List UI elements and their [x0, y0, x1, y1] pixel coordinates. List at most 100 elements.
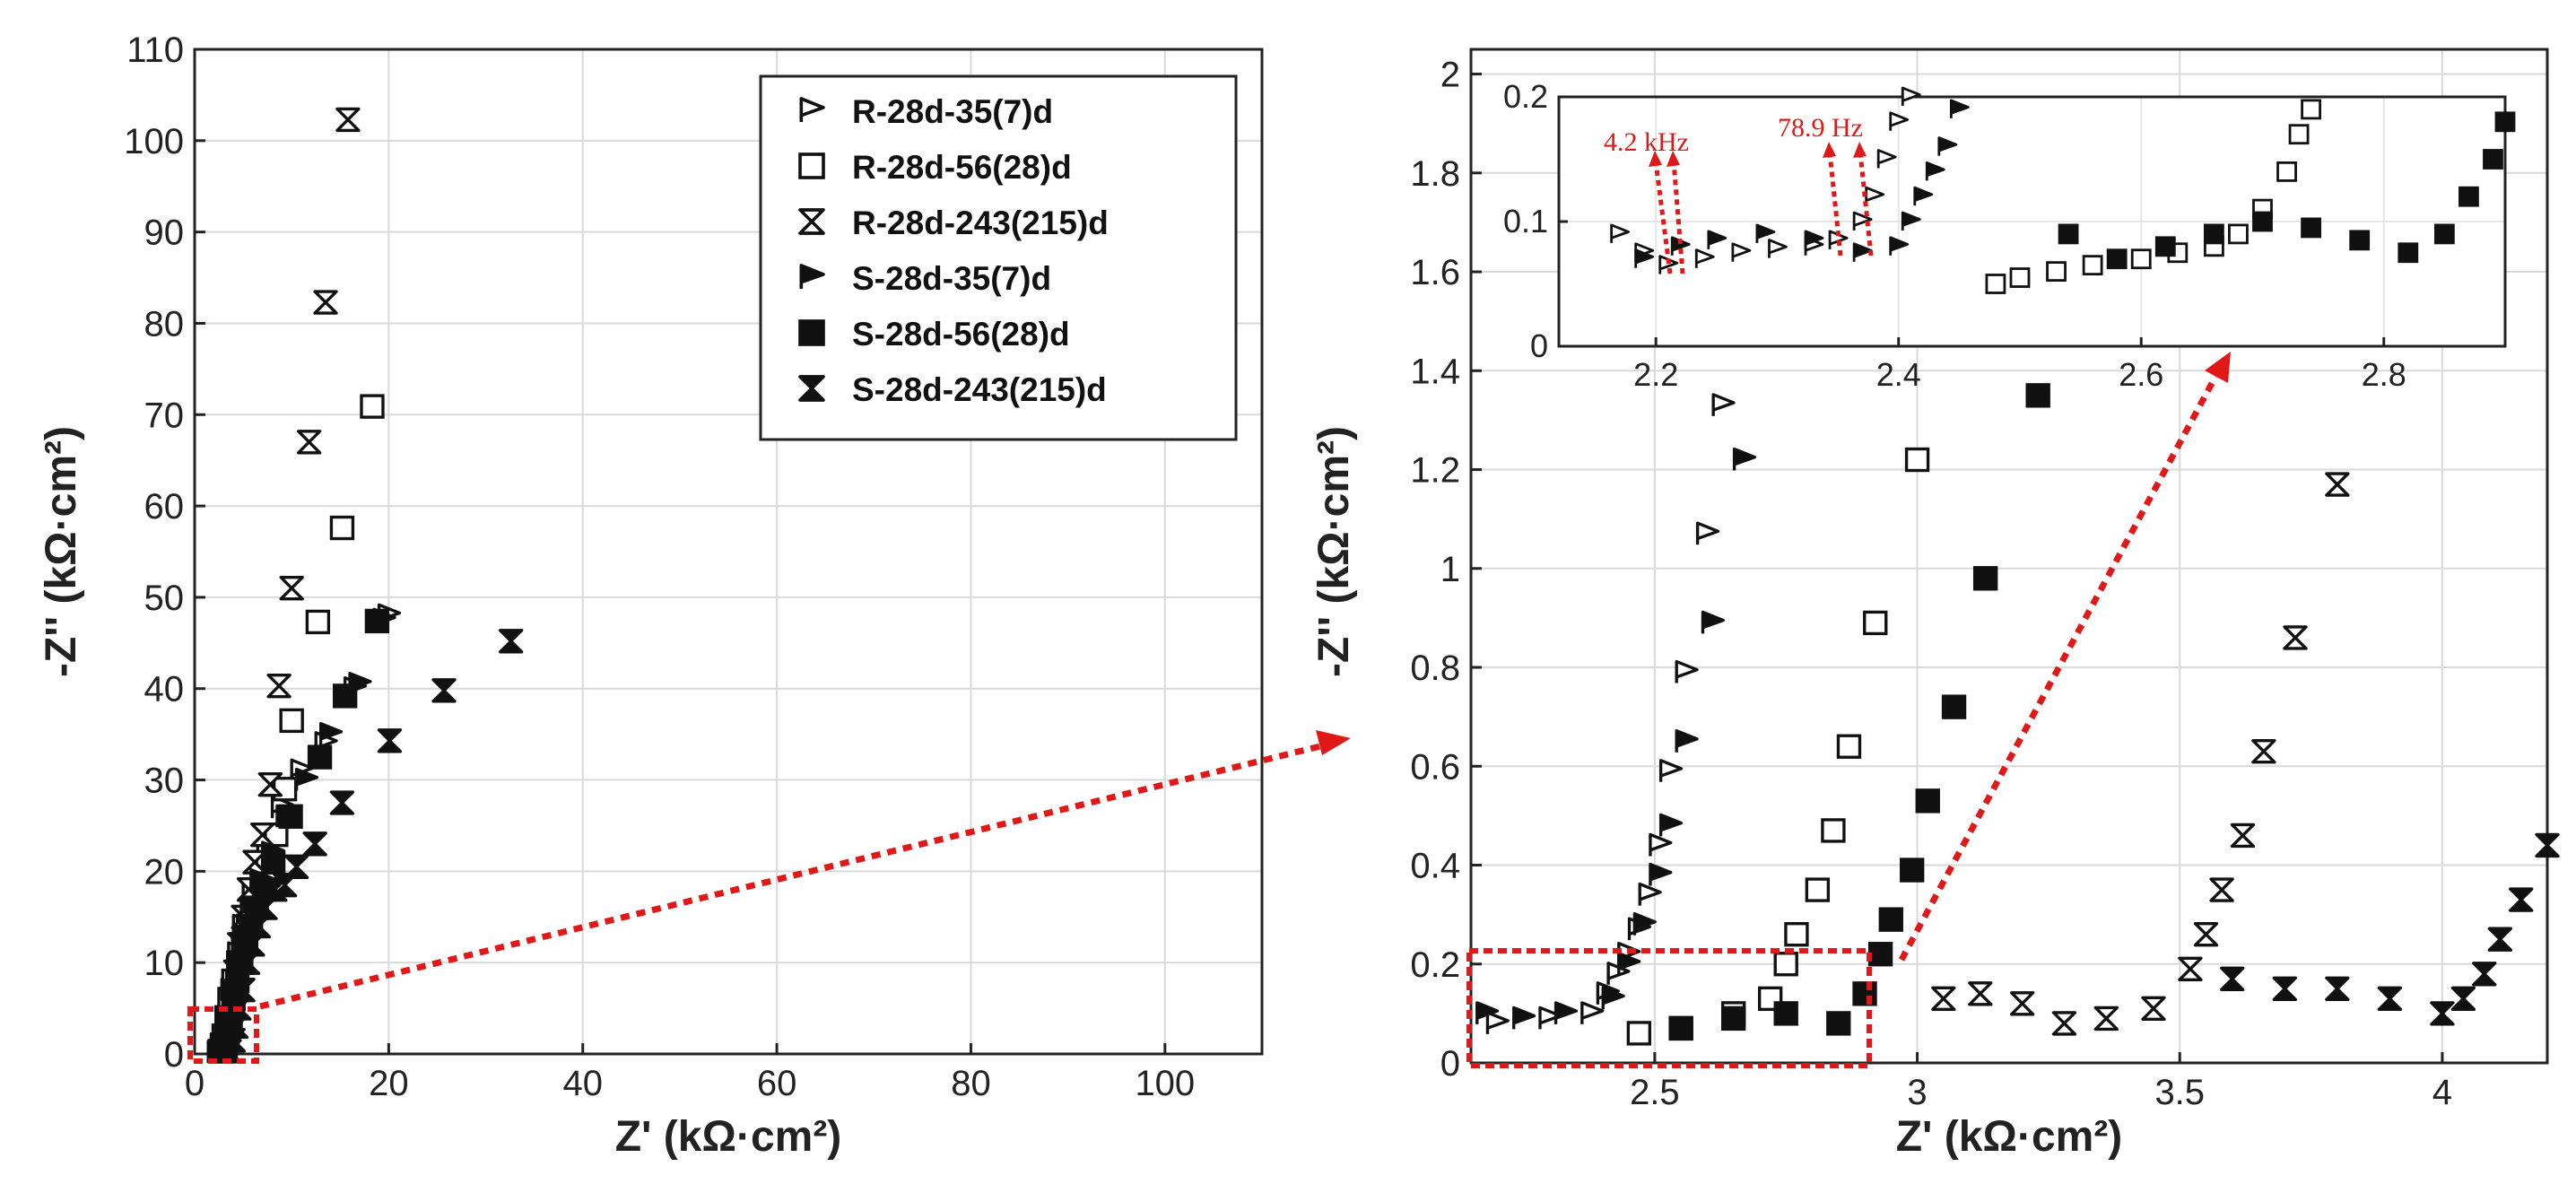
right-point-open-square: [1773, 952, 1798, 977]
inset-y-tick-label: 0: [1530, 327, 1548, 364]
right-point-open-square: [1805, 877, 1831, 902]
freq-arrowhead-4: [1853, 142, 1867, 158]
inset-point-filled-flag: [1634, 248, 1655, 268]
right-x-tick-label: 2.5: [1630, 1073, 1680, 1112]
right-point-filled-hourglass: [2535, 832, 2560, 858]
right-point-open-square: [1821, 818, 1846, 843]
left-y-tick-label: 60: [144, 487, 185, 527]
inset: 2.2 2.4 2.6 2.8 0 0.1 0.2 4.2 kHz 78.9 Hz: [1503, 78, 2516, 393]
right-point-filled-square: [1721, 1006, 1746, 1032]
inset-point-filled-flag: [1937, 136, 1958, 156]
left-x-axis-label: Z' (kΩ·cm²): [615, 1113, 842, 1161]
legend: R-28d-35(7)d R-28d-56(28)d R-28d-243(215…: [759, 74, 1238, 441]
legend-label-2: R-28d-243(215)d: [852, 205, 1109, 241]
inset-point-filled-square: [2301, 217, 2321, 239]
right-point-filled-square: [1972, 566, 1998, 591]
inset-point-filled-square: [2398, 242, 2419, 264]
inset-point-filled-square: [2203, 223, 2224, 245]
freq-arrow-789hz-a: [1827, 152, 1843, 257]
right-point-open-flag: [1695, 521, 1720, 545]
right-point-open-hourglass: [2283, 625, 2308, 650]
inset-point-filled-square: [2494, 111, 2516, 133]
right-point-filled-hourglass: [2272, 976, 2297, 1001]
right-point-filled-hourglass: [2325, 976, 2350, 1001]
right-point-open-hourglass: [2093, 1006, 2119, 1032]
right-zoom-box: [1466, 948, 1872, 1068]
right-point-open-hourglass: [2251, 739, 2276, 764]
right-point-open-flag: [1649, 832, 1673, 857]
left-point-open-hourglass: [279, 576, 304, 601]
right-y-tick-label: 1.6: [1410, 253, 1460, 292]
inset-x-tick-label: 2.4: [1876, 356, 1921, 393]
inset-point-open-square: [2130, 248, 2152, 270]
inset-point-filled-square: [2106, 248, 2128, 270]
left-point-filled-hourglass: [377, 728, 403, 753]
right-point-open-square: [1904, 447, 1930, 473]
left-y-tick-label: 110: [126, 30, 184, 70]
right-point-open-hourglass: [2141, 996, 2166, 1022]
inset-point-open-square: [2046, 261, 2067, 283]
inset-y-tick-label: 0.1: [1503, 203, 1548, 239]
right-point-filled-hourglass: [2430, 1001, 2455, 1026]
left-y-tick-label: 30: [144, 762, 185, 801]
inset-point-open-square: [2276, 161, 2297, 182]
right-point-filled-square: [1852, 981, 1877, 1006]
right-point-filled-square: [1878, 907, 1903, 932]
left-point-filled-hourglass: [283, 854, 309, 879]
left-point-filled-square: [278, 804, 303, 829]
right-x-axis-label: Z' (kΩ·cm²): [1896, 1113, 2123, 1161]
left-point-filled-hourglass: [329, 790, 355, 815]
inset-point-filled-square: [2433, 223, 2455, 245]
right-point-filled-square: [1900, 858, 1925, 883]
inset-point-filled-square: [2483, 149, 2503, 170]
left-point-filled-square: [307, 744, 333, 770]
right-y-tick-label: 0.2: [1410, 945, 1460, 985]
right-point-filled-hourglass: [2509, 887, 2534, 912]
right-point-open-hourglass: [2178, 956, 2203, 981]
left-point-filled-hourglass: [498, 629, 524, 654]
right-point-open-hourglass: [1931, 986, 1956, 1012]
inset-point-filled-flag: [1925, 161, 1945, 181]
right-point-open-hourglass: [2325, 472, 2350, 497]
left-data: [206, 107, 524, 1064]
freq-arrow-789hz-b: [1858, 152, 1874, 257]
right-point-filled-square: [1668, 1015, 1693, 1041]
right-point-filled-flag: [1675, 729, 1699, 753]
right-point-filled-flag: [1658, 813, 1684, 837]
right-y-tick-label: 0: [1440, 1044, 1460, 1084]
left-plot-frame: [193, 48, 1264, 1056]
right-y-axis-label: -Z'' (kΩ·cm²): [1310, 426, 1358, 677]
left-point-filled-hourglass: [231, 978, 256, 1003]
right-point-open-hourglass: [2193, 922, 2219, 947]
inset-point-open-flag: [1768, 239, 1788, 258]
right-point-open-hourglass: [2009, 991, 2035, 1016]
right-panel: 2.5 3 3.5 4 0 0.2 0.4 0.6 0.8 1 1.2 1.4 1.6 1.8 2 Z' (…: [1310, 48, 2560, 1161]
right-y-tick-label: 0.8: [1410, 649, 1460, 688]
right-point-open-flag: [1658, 759, 1684, 782]
inset-point-filled-flag: [1889, 236, 1910, 256]
left-y-tick-label: 0: [164, 1035, 184, 1075]
left-axis-ticks: 0 20 40 60 80 100 0 10 20 30 40 50 60 70 80 90 100 110: [124, 30, 1195, 1103]
left-point-open-hourglass: [296, 430, 322, 455]
right-point-filled-square: [1941, 694, 1967, 719]
legend-box: [759, 74, 1238, 441]
left-y-tick-label: 100: [124, 122, 184, 161]
inset-point-open-flag: [1694, 248, 1715, 268]
left-y-tick-label: 70: [144, 396, 185, 435]
left-point-open-square: [329, 515, 355, 541]
legend-marker-filled-flag: [799, 264, 825, 289]
right-point-filled-flag: [1512, 1006, 1536, 1030]
inset-point-open-flag: [1610, 223, 1631, 243]
left-panel: 0 20 40 60 80 100 0 10 20 30 40 50 60 70 80 90 100 110 Z'…: [38, 30, 1351, 1161]
left-point-filled-hourglass: [431, 678, 457, 703]
right-point-filled-flag: [1601, 986, 1625, 1010]
right-point-filled-hourglass: [2377, 986, 2403, 1012]
left-y-tick-label: 50: [144, 579, 185, 618]
freq-arrowhead-1: [1649, 151, 1662, 167]
right-point-filled-flag: [1732, 447, 1757, 471]
left-y-tick-label: 20: [144, 852, 185, 892]
left-x-tick-label: 40: [562, 1064, 603, 1103]
left-y-axis-label: -Z'' (kΩ·cm²): [38, 426, 85, 677]
right-y-tick-label: 2: [1440, 56, 1460, 95]
right-data: [1475, 383, 2560, 1046]
